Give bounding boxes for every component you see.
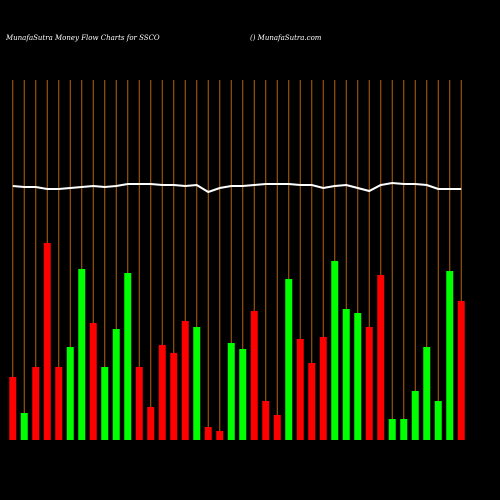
bar xyxy=(20,413,28,440)
bar xyxy=(308,363,316,440)
bar xyxy=(193,327,201,440)
bar xyxy=(262,401,270,440)
chart-title: MunafaSutra Money Flow Charts for SSCO xyxy=(5,34,160,42)
bar xyxy=(250,311,258,440)
bar xyxy=(354,313,362,440)
bar xyxy=(43,243,51,440)
bar xyxy=(227,343,235,440)
bar xyxy=(32,367,40,440)
bar xyxy=(319,337,327,440)
bar xyxy=(411,391,419,440)
bar xyxy=(124,273,132,440)
bar xyxy=(170,353,178,440)
bar xyxy=(423,347,431,440)
money-flow-line xyxy=(12,181,462,194)
bar xyxy=(78,269,86,440)
bar xyxy=(377,275,385,440)
chart-subtitle: () MunafaSutra.com xyxy=(250,34,322,42)
bar xyxy=(66,347,74,440)
bar xyxy=(89,323,97,440)
bar xyxy=(446,271,454,440)
bar xyxy=(273,415,281,440)
bar xyxy=(101,367,109,440)
bar xyxy=(239,349,247,440)
bar xyxy=(434,401,442,440)
bar xyxy=(158,345,166,440)
bar xyxy=(285,279,293,440)
bar xyxy=(216,431,224,440)
bar xyxy=(147,407,155,440)
bar xyxy=(135,367,143,440)
bar xyxy=(9,377,17,440)
bar xyxy=(112,329,120,440)
bar xyxy=(400,419,408,440)
bar xyxy=(388,419,396,440)
bar xyxy=(342,309,350,440)
bar xyxy=(204,427,212,440)
bar xyxy=(365,327,373,440)
bar xyxy=(296,339,304,440)
bar xyxy=(181,321,189,440)
bar xyxy=(457,301,465,440)
bar xyxy=(331,261,339,440)
bar xyxy=(55,367,63,440)
